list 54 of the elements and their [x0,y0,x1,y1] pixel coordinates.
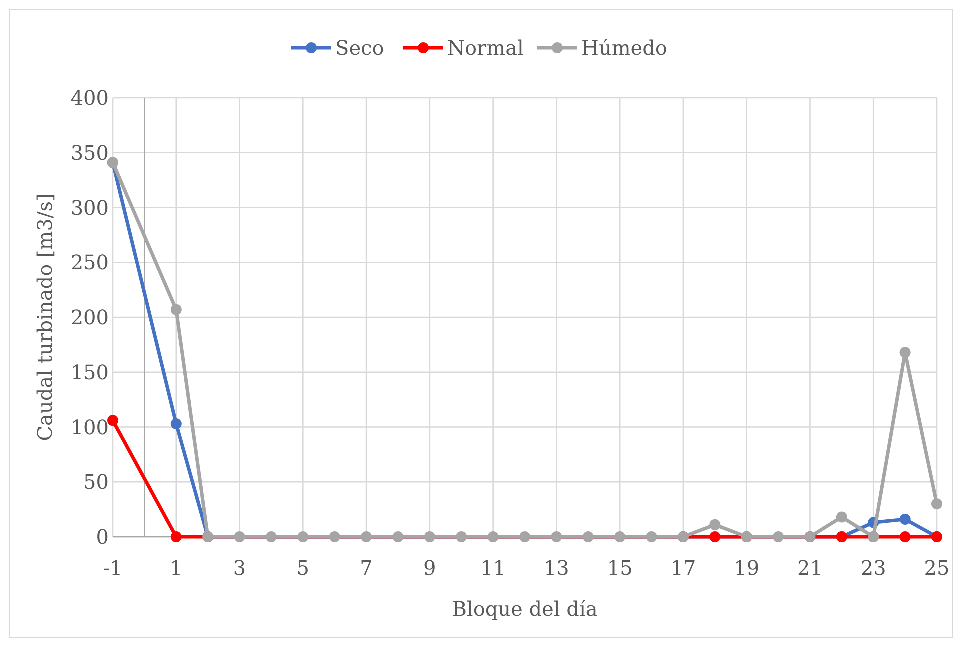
legend-label: Normal [448,36,524,60]
y-tick-label: 0 [96,525,109,549]
point [298,532,309,542]
legend-label: Seco [336,36,384,60]
point [614,532,626,542]
point [900,514,911,525]
x-tick-label: 19 [734,556,760,580]
x-tick-label: -1 [103,556,123,580]
x-tick-label: 25 [924,556,950,580]
point [108,415,118,426]
x-tick-label: 15 [607,556,633,580]
y-tick-label: 250 [70,250,109,275]
y-tick-label: 50 [84,470,109,494]
x-tick-label: 3 [233,556,246,580]
point [836,512,848,523]
x-tick-label: 23 [860,556,886,580]
x-tick-label: 7 [360,556,373,580]
x-axis-title: Bloque del día [452,597,598,621]
point [234,532,246,542]
point [170,532,182,542]
point [710,532,721,542]
point [170,418,182,430]
y-axis-title: Caudal turbinado [m3/s] [33,194,57,442]
y-tick-label: 200 [70,306,109,330]
point [646,532,658,542]
y-tick-label: 400 [70,86,109,110]
legend-label: Húmedo [582,36,668,60]
point [329,532,340,542]
point [266,532,277,542]
x-tick-label: 21 [798,556,823,580]
point [900,347,911,358]
point [456,532,468,542]
x-tick-label: 11 [480,556,506,580]
point [424,532,436,542]
point [520,532,530,542]
point [488,532,499,542]
point [773,532,784,542]
x-tick-label: 17 [670,556,696,580]
x-tick-label: 1 [170,556,183,580]
y-tick-label: 300 [70,196,109,220]
x-tick-label: 5 [296,556,310,580]
y-tick-label: 350 [70,140,109,165]
y-tick-label: 150 [70,360,109,384]
point [551,532,562,542]
point [170,304,182,316]
point [900,532,911,542]
point [932,498,942,510]
point [710,519,721,530]
x-tick-label: 9 [424,556,436,580]
point [392,532,404,542]
y-tick-label: 100 [70,415,109,440]
point [582,532,594,542]
point [361,532,372,542]
x-tick-label: 13 [544,556,570,580]
